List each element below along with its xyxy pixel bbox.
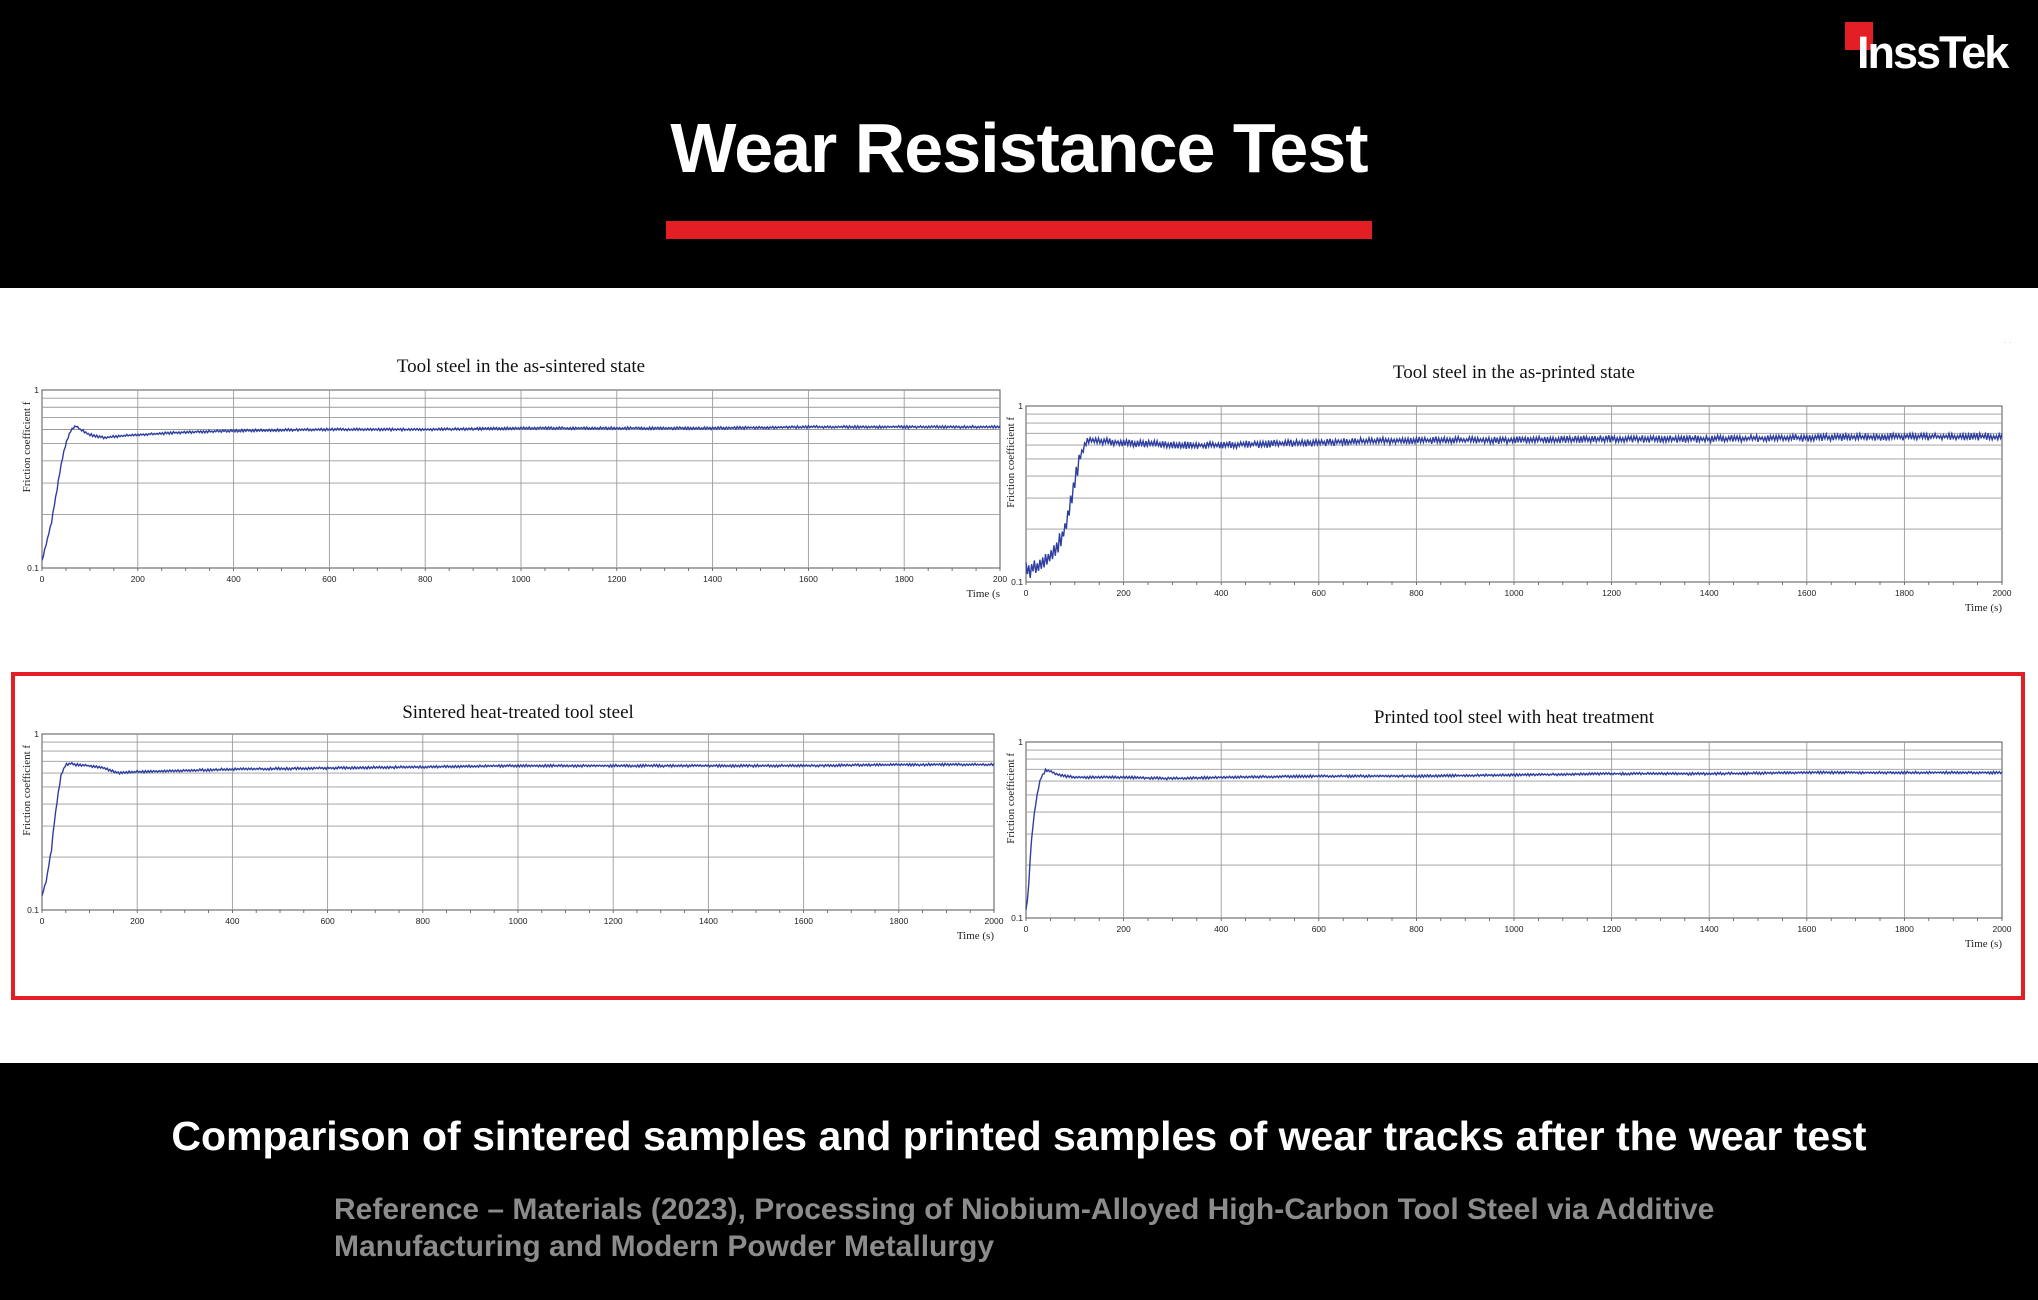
corner-dots: · · — [2004, 338, 2012, 347]
x-tick-label: 800 — [416, 916, 430, 926]
x-axis-label: Time (s — [966, 588, 1000, 600]
header-bar: InssTek Wear Resistance Test — [0, 0, 2038, 288]
x-tick-label: 1600 — [799, 574, 818, 584]
x-tick-label: 1600 — [1797, 924, 1816, 934]
x-tick-label: 400 — [1214, 924, 1228, 934]
x-tick-label: 600 — [322, 574, 336, 584]
x-tick-label: 1200 — [1602, 588, 1621, 598]
x-tick-label: 1000 — [1505, 588, 1524, 598]
reference-citation: Reference – Materials (2023), Processing… — [334, 1193, 1715, 1263]
friction-series-line — [41, 424, 1001, 561]
heat-treated-highlight-box — [11, 672, 2025, 1000]
y-tick-label: 0.1 — [27, 905, 39, 915]
x-tick-label: 1400 — [699, 916, 718, 926]
x-tick-label: 2000 — [985, 916, 1004, 926]
y-tick-label: 1 — [1018, 737, 1023, 747]
y-axis-label: Friction coefficient f — [21, 401, 33, 492]
chart-title: Sintered heat-treated tool steel — [402, 702, 634, 723]
y-axis-label: Friction coefficient f — [1005, 753, 1017, 844]
y-tick-label: 1 — [1018, 401, 1023, 411]
x-tick-label: 2000 — [1993, 588, 2012, 598]
x-tick-label: 400 — [227, 574, 241, 584]
chart-printed-heat-treated: Printed tool steel with heat treatment 0 2… — [1005, 707, 2012, 950]
page-title: Wear Resistance Test — [670, 109, 1368, 187]
y-axis-label: Friction coefficient f — [21, 745, 33, 836]
chart-title: Printed tool steel with heat treatment — [1374, 707, 1655, 728]
x-tick-label: 400 — [1214, 588, 1228, 598]
x-tick-label: 800 — [1409, 588, 1423, 598]
x-tick-label: 600 — [1312, 588, 1326, 598]
friction-series-line — [1025, 767, 2003, 910]
x-tick-label: 0 — [1024, 588, 1029, 598]
footer-bar — [0, 1063, 2038, 1300]
chart-as-sintered: Tool steel in the as-sintered state 0 200 4… — [21, 356, 1007, 600]
x-tick-label: 200 — [1117, 924, 1131, 934]
x-tick-label: 1000 — [509, 916, 528, 926]
x-tick-label: 600 — [1312, 924, 1326, 934]
x-tick-label: 1600 — [1797, 588, 1816, 598]
title-underline — [666, 221, 1372, 239]
x-tick-label: 1200 — [604, 916, 623, 926]
x-tick-label: 200 — [131, 574, 145, 584]
x-tick-label: 1800 — [1895, 924, 1914, 934]
y-tick-label: 1 — [34, 385, 39, 395]
x-tick-label: 1400 — [703, 574, 722, 584]
x-axis-label: Time (s) — [957, 930, 995, 942]
logo-red-square-icon — [1845, 22, 1873, 50]
chart-as-printed: Tool steel in the as-printed state 0 200 40… — [1005, 362, 2012, 614]
y-tick-label: 0.1 — [1011, 913, 1023, 923]
x-axis-label: Time (s) — [1965, 938, 2003, 950]
x-tick-label: 0 — [40, 574, 45, 584]
x-axis-label: Time (s) — [1965, 602, 2003, 614]
friction-series-line — [1025, 430, 2003, 578]
chart-title: Tool steel in the as-printed state — [1393, 362, 1635, 383]
logo-text: InssTek — [1857, 27, 2009, 78]
x-tick-label: 400 — [225, 916, 239, 926]
y-tick-label: 1 — [34, 729, 39, 739]
friction-series-line — [41, 761, 995, 896]
x-tick-label: 2000 — [1993, 924, 2012, 934]
x-tick-label: 1400 — [1700, 588, 1719, 598]
x-tick-label: 1600 — [794, 916, 813, 926]
insstek-logo: InssTek — [1845, 22, 2015, 78]
chart-title: Tool steel in the as-sintered state — [397, 356, 645, 377]
chart-sintered-heat-treated: Sintered heat-treated tool steel 0 200 400 6… — [21, 702, 1004, 942]
x-tick-label: 200 — [993, 574, 1007, 584]
x-tick-label: 1800 — [1895, 588, 1914, 598]
x-tick-label: 1400 — [1700, 924, 1719, 934]
x-tick-label: 800 — [418, 574, 432, 584]
x-tick-label: 800 — [1409, 924, 1423, 934]
x-tick-label: 200 — [1117, 588, 1131, 598]
x-tick-label: 200 — [130, 916, 144, 926]
x-tick-label: 1800 — [889, 916, 908, 926]
x-tick-label: 1000 — [1505, 924, 1524, 934]
x-tick-label: 1800 — [895, 574, 914, 584]
y-tick-label: 0.1 — [27, 563, 39, 573]
x-tick-label: 1000 — [512, 574, 531, 584]
x-tick-label: 600 — [321, 916, 335, 926]
x-tick-label: 0 — [1024, 924, 1029, 934]
y-tick-label: 0.1 — [1011, 577, 1023, 587]
x-tick-label: 0 — [40, 916, 45, 926]
x-tick-label: 1200 — [1602, 924, 1621, 934]
x-tick-label: 1200 — [607, 574, 626, 584]
figure-caption: Comparison of sintered samples and print… — [171, 1113, 1867, 1159]
y-axis-label: Friction coefficient f — [1005, 417, 1017, 508]
